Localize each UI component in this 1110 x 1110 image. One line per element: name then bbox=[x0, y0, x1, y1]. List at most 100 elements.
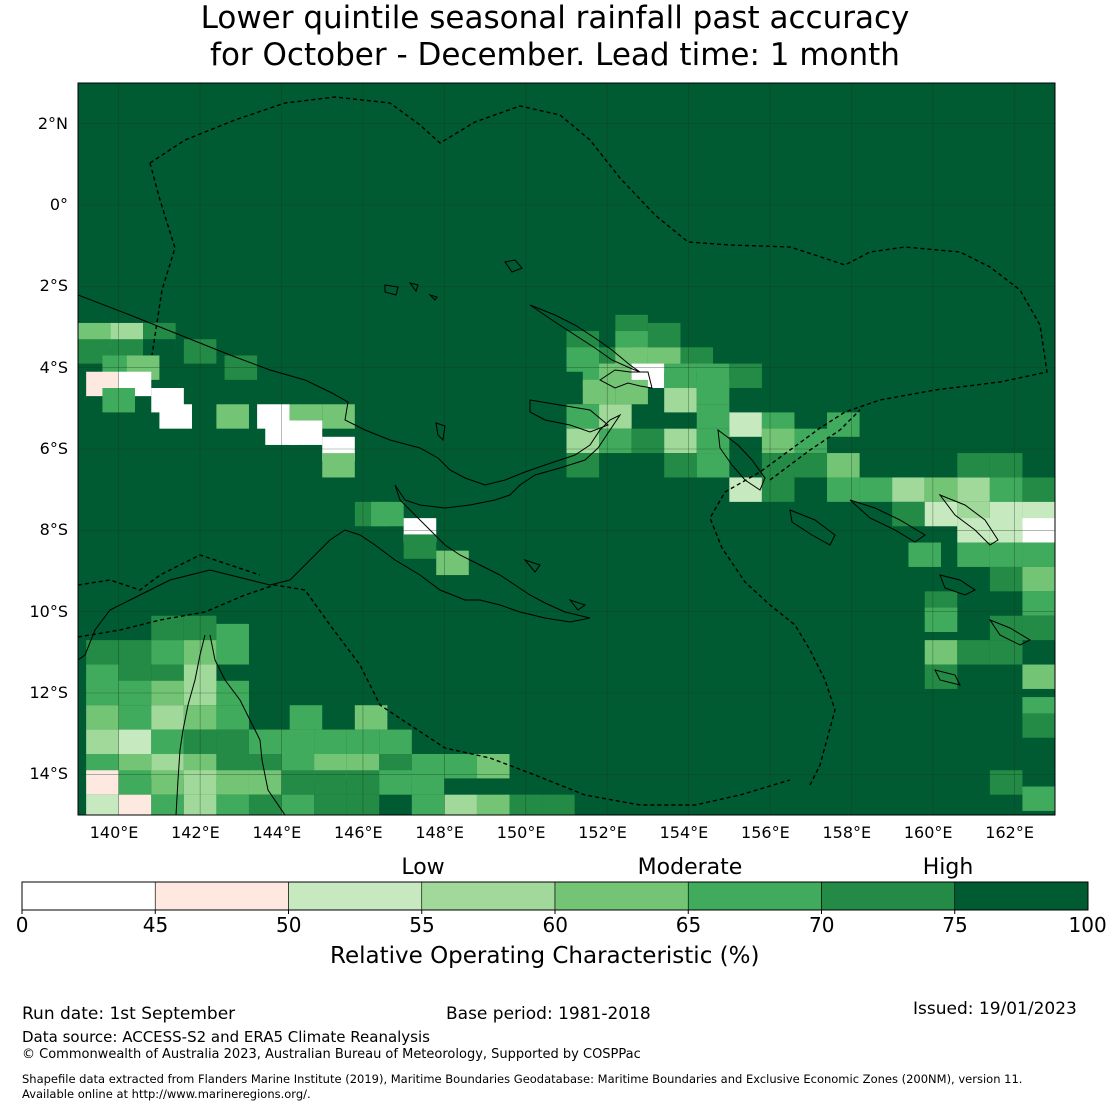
accuracy-cell bbox=[647, 322, 681, 348]
accuracy-cell bbox=[411, 794, 445, 815]
accuracy-cell bbox=[118, 770, 152, 795]
longitude-tick-label: 142°E bbox=[171, 823, 220, 842]
colorbar bbox=[21, 881, 1089, 914]
colorbar-frame bbox=[21, 881, 1089, 911]
longitude-tick-label: 158°E bbox=[822, 823, 872, 842]
accuracy-cell bbox=[729, 363, 762, 388]
eez-boundary-png bbox=[149, 96, 1048, 786]
accuracy-cell bbox=[86, 705, 119, 730]
coastlines bbox=[78, 259, 1032, 815]
shapefile-credit-line-2: Available online at http://www.marinereg… bbox=[22, 1087, 311, 1101]
accuracy-cell bbox=[403, 534, 437, 559]
coastline-solomons bbox=[789, 493, 1032, 686]
accuracy-cell bbox=[118, 705, 152, 730]
accuracy-cell bbox=[314, 794, 347, 815]
graticule bbox=[78, 83, 1055, 815]
accuracy-cell bbox=[1022, 713, 1055, 738]
latitude-tick-label: 10°S bbox=[29, 601, 68, 621]
accuracy-cell bbox=[151, 729, 184, 754]
latitude-tick-label: 0° bbox=[49, 195, 68, 214]
longitude-tick-label: 162°E bbox=[985, 823, 1034, 842]
coastline-new-britain bbox=[529, 369, 653, 433]
accuracy-cell bbox=[476, 794, 510, 815]
colorbar-segment bbox=[687, 881, 822, 911]
accuracy-cell bbox=[289, 705, 323, 730]
accuracy-cell bbox=[1022, 477, 1055, 502]
shapefile-credit-line-1: Shapefile data extracted from Flanders M… bbox=[22, 1072, 1023, 1086]
colorbar-tick-label: 70 bbox=[809, 913, 835, 937]
accuracy-cell bbox=[248, 794, 282, 815]
maritime-boundaries bbox=[78, 96, 1048, 806]
accuracy-cell bbox=[1022, 542, 1055, 567]
colorbar-label: Relative Operating Characteristic (%) bbox=[330, 943, 760, 969]
longitude-tick-label: 148°E bbox=[415, 823, 465, 842]
accuracy-cell bbox=[322, 404, 355, 429]
accuracy-cell bbox=[1022, 786, 1055, 811]
accuracy-cell bbox=[566, 453, 600, 478]
accuracy-cell bbox=[151, 615, 184, 641]
run-date: Run date: 1st September bbox=[22, 1004, 236, 1024]
colorbar-tick-label: 55 bbox=[409, 913, 435, 937]
accuracy-cell bbox=[989, 477, 1023, 502]
accuracy-cell bbox=[1022, 591, 1055, 616]
accuracy-cell bbox=[354, 705, 388, 730]
map-title-line-2: for October - December. Lead time: 1 mon… bbox=[210, 37, 900, 73]
colorbar-category-label: Moderate bbox=[637, 855, 743, 880]
accuracy-cell bbox=[444, 794, 477, 815]
accuracy-cell bbox=[118, 794, 152, 815]
accuracy-cell bbox=[924, 477, 958, 502]
accuracy-cell bbox=[281, 770, 315, 795]
colorbar-segment bbox=[821, 881, 956, 911]
accuracy-cell bbox=[957, 542, 990, 567]
accuracy-cell bbox=[281, 729, 315, 754]
accuracy-cell bbox=[892, 501, 925, 527]
accuracy-cell bbox=[281, 794, 315, 815]
accuracy-cell bbox=[989, 640, 1023, 665]
colorbar-segment bbox=[288, 881, 423, 911]
eez-boundary-png-west bbox=[149, 162, 176, 356]
coastline-cape-york-east bbox=[209, 634, 286, 815]
accuracy-cell bbox=[118, 729, 152, 754]
copyright: © Commonwealth of Australia 2023, Austra… bbox=[22, 1047, 641, 1062]
accuracy-cell bbox=[86, 729, 119, 754]
accuracy-cell bbox=[924, 607, 958, 632]
accuracy-cell bbox=[542, 794, 575, 815]
accuracy-cell bbox=[989, 770, 1023, 795]
longitude-tick-label: 146°E bbox=[333, 823, 383, 842]
accuracy-cell bbox=[411, 770, 445, 795]
accuracy-cell bbox=[1022, 566, 1055, 592]
longitude-tick-label: 160°E bbox=[903, 823, 953, 842]
colorbar-category-label: High bbox=[922, 855, 974, 880]
accuracy-cell bbox=[696, 379, 730, 405]
accuracy-cell bbox=[989, 453, 1023, 478]
accuracy-cell bbox=[957, 477, 990, 502]
accuracy-cell bbox=[827, 453, 860, 478]
accuracy-cell bbox=[696, 453, 730, 478]
colorbar-segment bbox=[21, 881, 156, 911]
accuracy-cell bbox=[892, 477, 925, 502]
accuracy-cell bbox=[216, 770, 249, 795]
colorbar-tick-label: 45 bbox=[142, 913, 169, 937]
data-source: Data source: ACCESS-S2 and ERA5 Climate … bbox=[22, 1028, 430, 1046]
latitude-tick-label: 4°S bbox=[39, 357, 68, 377]
colorbar-segment bbox=[421, 881, 556, 911]
accuracy-cell bbox=[151, 794, 184, 815]
accuracy-cell bbox=[761, 477, 795, 502]
accuracy-cell bbox=[957, 640, 990, 665]
accuracy-cell bbox=[696, 404, 730, 429]
coastline-new-guinea bbox=[78, 294, 622, 661]
accuracy-cell bbox=[1022, 615, 1055, 641]
accuracy-cell bbox=[664, 453, 697, 478]
coastline-bougainville bbox=[717, 428, 766, 491]
longitude-tick-label: 144°E bbox=[252, 823, 302, 842]
accuracy-cell bbox=[989, 566, 1023, 592]
accuracy-cell bbox=[664, 363, 697, 388]
accuracy-cell bbox=[859, 477, 893, 502]
accuracy-cell bbox=[599, 404, 632, 429]
accuracy-cell bbox=[86, 640, 119, 665]
accuracy-cell bbox=[631, 428, 665, 454]
accuracy-cell bbox=[1022, 664, 1055, 689]
accuracy-cell bbox=[314, 729, 347, 754]
accuracy-cell bbox=[957, 453, 990, 478]
accuracy-cell bbox=[729, 412, 762, 437]
